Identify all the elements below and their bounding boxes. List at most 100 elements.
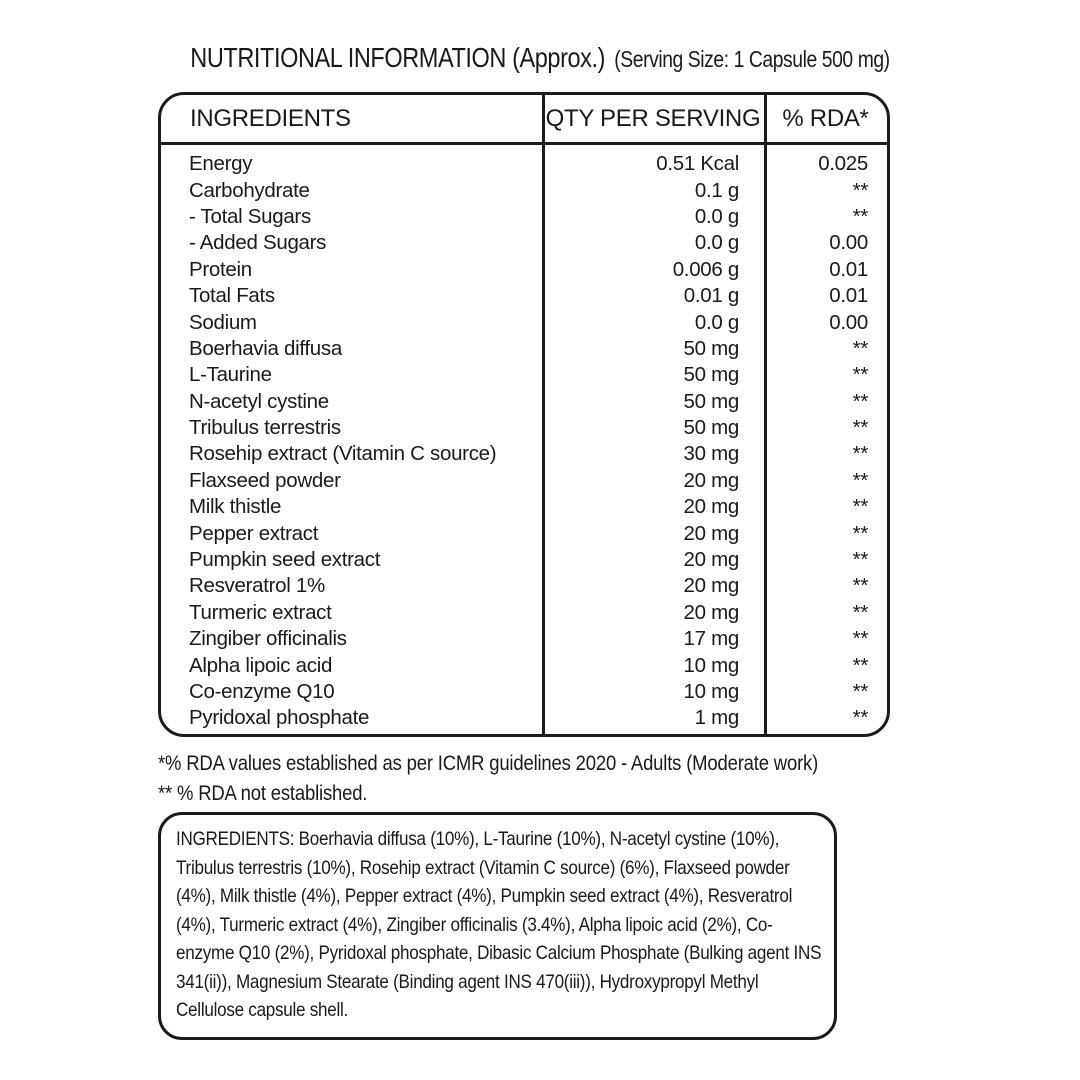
table-body: Energy 0.51 Kcal 0.025 Carbohydrate 0.1 g **…: [161, 145, 887, 732]
table-row: Protein 0.006 g 0.01: [161, 257, 887, 283]
cell-rda: **: [852, 468, 869, 492]
table-row: Turmeric extract 20 mg **: [161, 600, 887, 626]
cell-qty: 20 mg: [683, 600, 740, 624]
cell-ingredient: Boerhavia diffusa: [189, 336, 342, 360]
table-row: Pepper extract 20 mg **: [161, 520, 887, 546]
cell-ingredient: Zingiber officinalis: [189, 627, 347, 651]
cell-ingredient: Pyridoxal phosphate: [189, 706, 370, 730]
cell-ingredient: - Added Sugars: [189, 231, 327, 255]
column-divider-1: [542, 95, 545, 734]
table-row: - Total Sugars 0.0 g **: [161, 204, 887, 230]
table-row: Alpha lipoic acid 10 mg **: [161, 652, 887, 678]
footnote-rda-not-established: ** % RDA not established.: [158, 781, 368, 805]
cell-qty: 20 mg: [683, 548, 740, 572]
cell-qty: 0.006 g: [672, 257, 740, 281]
table-row: Total Fats 0.01 g 0.01: [161, 283, 887, 309]
cell-rda: **: [852, 363, 869, 387]
cell-ingredient: Pepper extract: [189, 521, 319, 545]
ingredients-box: INGREDIENTS: Boerhavia diffusa (10%), L-…: [158, 812, 837, 1040]
rda-footnotes: *% RDA values established as per ICMR gu…: [158, 749, 818, 808]
cell-rda: **: [852, 680, 869, 703]
cell-qty: 20 mg: [683, 468, 740, 492]
table-row: N-acetyl cystine 50 mg **: [161, 389, 887, 415]
cell-rda: **: [852, 706, 869, 730]
table-row: Milk thistle 20 mg **: [161, 494, 887, 520]
cell-rda: **: [852, 627, 869, 651]
cell-ingredient: Resveratrol 1%: [189, 574, 325, 598]
table-row: Energy 0.51 Kcal 0.025: [161, 151, 887, 177]
footnote-rda-established: *% RDA values established as per ICMR gu…: [158, 752, 819, 775]
cell-qty: 30 mg: [683, 442, 740, 466]
table-row: Flaxseed powder 20 mg **: [161, 468, 887, 494]
cell-ingredient: Alpha lipoic acid: [189, 653, 333, 677]
cell-qty: 1 mg: [694, 706, 740, 730]
cell-ingredient: L-Taurine: [189, 363, 272, 387]
cell-ingredient: Tribulus terrestris: [189, 416, 341, 440]
cell-ingredient: - Total Sugars: [189, 204, 311, 228]
table-row: Tribulus terrestris 50 mg **: [161, 415, 887, 441]
cell-qty: 10 mg: [683, 653, 740, 677]
table-row: Resveratrol 1% 20 mg **: [161, 573, 887, 599]
cell-ingredient: N-acetyl cystine: [189, 389, 329, 413]
cell-ingredient: Milk thistle: [189, 495, 282, 519]
cell-rda: **: [852, 416, 869, 440]
cell-rda: **: [852, 548, 869, 572]
cell-rda: 0.025: [818, 152, 868, 176]
cell-qty: 50 mg: [683, 336, 740, 360]
cell-qty: 0.0 g: [694, 231, 739, 255]
table-header-row: INGREDIENTS QTY PER SERVING % RDA*: [161, 95, 887, 145]
table-row: - Added Sugars 0.0 g 0.00: [161, 230, 887, 256]
cell-qty: 10 mg: [683, 680, 740, 703]
header-qty-per-serving: QTY PER SERVING: [545, 104, 761, 132]
nutrition-table: INGREDIENTS QTY PER SERVING % RDA* Energ…: [158, 92, 890, 737]
page-title: NUTRITIONAL INFORMATION (Approx.) (Servi…: [86, 42, 993, 74]
column-divider-2: [764, 95, 767, 734]
cell-ingredient: Co-enzyme Q10: [189, 680, 335, 703]
cell-ingredient: Flaxseed powder: [189, 468, 341, 492]
title-serving-size: (Serving Size: 1 Capsule 500 mg): [614, 46, 890, 72]
cell-ingredient: Sodium: [189, 310, 257, 334]
cell-ingredient: Pumpkin seed extract: [189, 548, 381, 572]
table-row: Rosehip extract (Vitamin C source) 30 mg *…: [161, 441, 887, 467]
table-row: Sodium 0.0 g 0.00: [161, 309, 887, 335]
cell-rda: **: [852, 495, 869, 519]
cell-qty: 0.01 g: [683, 284, 740, 308]
cell-ingredient: Rosehip extract (Vitamin C source): [189, 442, 497, 466]
cell-rda: **: [852, 521, 869, 545]
cell-qty: 20 mg: [683, 495, 740, 519]
cell-rda: **: [852, 574, 869, 598]
cell-ingredient: Turmeric extract: [189, 600, 332, 624]
cell-rda: **: [852, 653, 869, 677]
cell-qty: 20 mg: [683, 574, 740, 598]
cell-rda: **: [852, 442, 869, 466]
header-rda: % RDA*: [782, 104, 869, 132]
cell-ingredient: Total Fats: [189, 284, 275, 308]
cell-qty: 50 mg: [683, 363, 740, 387]
cell-qty: 17 mg: [683, 627, 740, 651]
cell-qty: 0.51 Kcal: [656, 152, 739, 176]
title-main: NUTRITIONAL INFORMATION (Approx.): [190, 42, 606, 73]
table-row: L-Taurine 50 mg **: [161, 362, 887, 388]
cell-qty: 50 mg: [683, 416, 740, 440]
cell-rda: 0.00: [829, 231, 868, 255]
cell-ingredient: Energy: [189, 152, 253, 176]
cell-ingredient: Carbohydrate: [189, 178, 310, 202]
cell-rda: 0.01: [829, 284, 868, 308]
cell-qty: 0.0 g: [694, 310, 739, 334]
cell-rda: **: [852, 600, 869, 624]
table-row: Pyridoxal phosphate 1 mg **: [161, 705, 887, 731]
cell-qty: 20 mg: [683, 521, 740, 545]
cell-ingredient: Protein: [189, 257, 252, 281]
table-row: Pumpkin seed extract 20 mg **: [161, 547, 887, 573]
cell-rda: 0.01: [829, 257, 868, 281]
table-row: Carbohydrate 0.1 g **: [161, 177, 887, 203]
cell-rda: **: [852, 178, 869, 202]
cell-qty: 0.1 g: [694, 178, 739, 202]
cell-rda: **: [852, 336, 869, 360]
cell-qty: 0.0 g: [694, 204, 739, 228]
cell-rda: 0.00: [829, 310, 868, 334]
table-row: Zingiber officinalis 17 mg **: [161, 626, 887, 652]
table-row: Co-enzyme Q10 10 mg **: [161, 679, 887, 705]
header-ingredients: INGREDIENTS: [190, 104, 351, 132]
